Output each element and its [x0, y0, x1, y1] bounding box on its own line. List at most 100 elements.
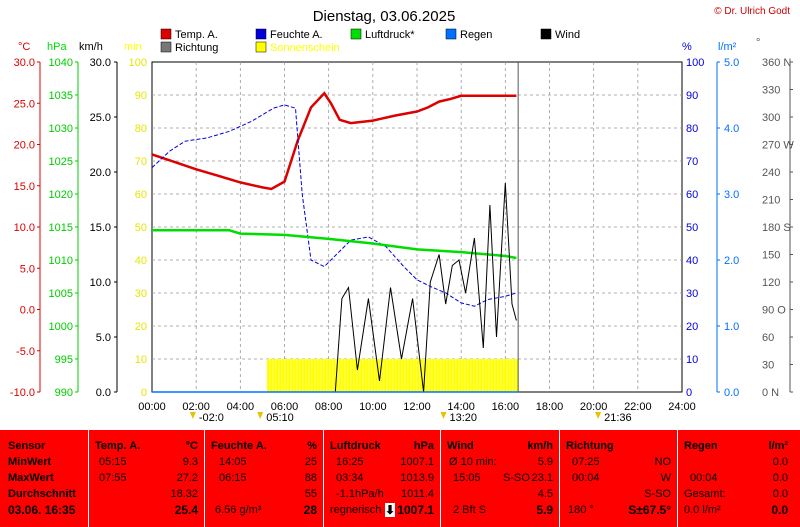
pressure-max: 1013.9 — [400, 472, 434, 484]
direction-tick: 120 — [762, 277, 780, 289]
humidity-tick: 0 — [686, 387, 692, 399]
copyright: © Dr. Ulrich Godt — [714, 6, 790, 17]
humidity-tick: 40 — [686, 255, 698, 267]
legend-label: Richtung — [175, 42, 218, 54]
x-tick-label: 06:00 — [271, 401, 299, 413]
direction-axis-unit: ° — [756, 37, 760, 49]
wind-tick: 0.0 — [96, 387, 111, 399]
wind-tick: 15.0 — [90, 222, 111, 234]
x-tick-label: 02:00 — [182, 401, 210, 413]
wind-tick: 25.0 — [90, 112, 111, 124]
stats-table: Sensor MinWert MaxWert Durchschnitt 03.0… — [0, 430, 800, 527]
temp-max: 27.2 — [176, 472, 198, 484]
pressure-tick: 995 — [55, 354, 73, 366]
direction-tick: 60 — [762, 332, 774, 344]
rain-column: Regen l/m² 0.0 00:04 0.0 Gesamt: 0.0 0.0 l/… — [678, 430, 800, 527]
legend-swatch — [255, 28, 267, 40]
sun-tick: 30 — [135, 288, 147, 300]
humidity-tick: 20 — [686, 321, 698, 333]
pressure-min-time: 16:25 — [336, 456, 364, 468]
direction-tick: 0 N — [762, 387, 779, 399]
pressure-tick: 1005 — [49, 288, 73, 300]
sun-tick: 100 — [129, 57, 147, 69]
humidity-tick: 60 — [686, 189, 698, 201]
x-tick-label: 24:00 — [668, 401, 696, 413]
noon-time-marker — [440, 412, 447, 419]
wind-line — [334, 182, 517, 393]
direction-min: NO — [654, 456, 672, 468]
legend-label: Temp. A. — [175, 29, 218, 41]
pressure-tick: 1030 — [49, 123, 73, 135]
legend-label: Sonnenschein — [270, 42, 340, 54]
pressure-unit: hPa — [413, 440, 434, 452]
pressure-tick: 1035 — [49, 90, 73, 102]
row-label-avg: Durchschnitt — [8, 488, 76, 500]
humidity-unit: % — [307, 440, 317, 452]
wind-header: Wind — [447, 440, 474, 452]
legend-label: Feuchte A. — [270, 29, 323, 41]
humidity-avg: 55 — [304, 488, 317, 500]
pressure-column: Luftdruck hPa 16:25 1007.1 03:34 1013.9 -1.… — [324, 430, 440, 527]
wind-axis-unit: km/h — [79, 41, 103, 53]
sun-tick: 60 — [135, 189, 147, 201]
sun-tick: 50 — [135, 222, 147, 234]
wind-current: 5.9 — [536, 503, 553, 517]
sunset-time-marker — [595, 412, 602, 419]
direction-tick: 180 S — [762, 222, 791, 234]
x-tick-label: 18:00 — [536, 401, 564, 413]
sun-tick: 80 — [135, 123, 147, 135]
direction-avg: S-SO — [644, 488, 671, 500]
temp-tick: -5.0 — [16, 346, 35, 358]
pressure-tick: 990 — [55, 387, 73, 399]
temp-tick: 30.0 — [14, 57, 35, 69]
pressure-avg: 1011.4 — [401, 488, 434, 500]
humidity-axis-unit: % — [682, 41, 692, 53]
moon-time-marker — [189, 412, 196, 419]
wind-avg: 4.5 — [537, 488, 553, 500]
wind-unit: km/h — [527, 440, 553, 452]
x-tick-label: 22:00 — [624, 401, 652, 413]
wind-max-time: 15:05 — [453, 472, 481, 484]
pressure-tick: 1040 — [49, 57, 73, 69]
sensor-column: Sensor MinWert MaxWert Durchschnitt 03.0… — [0, 430, 88, 527]
sun-tick: 20 — [135, 321, 147, 333]
wind-tick: 5.0 — [96, 332, 111, 344]
legend-swatch — [540, 28, 552, 40]
sun-axis-unit: min — [124, 41, 142, 53]
legend-label: Luftdruck* — [365, 29, 415, 41]
rain-tick: 2.0 — [724, 255, 739, 267]
wind-column: Wind km/h Ø 10 min: 5.9 15:05 S-SO 23.1 4.5 … — [441, 430, 559, 527]
legend-label: Wind — [555, 29, 580, 41]
x-tick-label: 16:00 — [492, 401, 520, 413]
humidity-tick: 70 — [686, 156, 698, 168]
rain-total: 0.0 — [772, 488, 788, 500]
legend-swatch — [350, 28, 362, 40]
pressure-tick: 1010 — [49, 255, 73, 267]
x-tick-label: 00:00 — [138, 401, 166, 413]
wind-avg10-label: Ø 10 min: — [449, 456, 497, 468]
rain-min: 0.0 — [772, 456, 788, 468]
moon-time: -02:0 — [199, 412, 224, 424]
direction-tick: 90 O — [762, 305, 786, 317]
rain-current-label: 0.0 l/m² — [684, 504, 721, 516]
legend-swatch — [255, 41, 267, 53]
pressure-max-time: 03:34 — [336, 472, 364, 484]
wind-tick: 20.0 — [90, 167, 111, 179]
direction-degrees: 180 ° — [568, 504, 594, 516]
temp-avg: 18.32 — [170, 488, 198, 500]
pressure-tick: 1025 — [49, 156, 73, 168]
legend-label: Regen — [460, 29, 492, 41]
temp-tick: -10.0 — [10, 387, 35, 399]
humidity-max-time: 06:15 — [219, 472, 247, 484]
temp-tick: 5.0 — [20, 263, 35, 275]
pressure-trend: -1.1hPa/h — [336, 488, 384, 500]
sun-tick: 0 — [141, 387, 147, 399]
temp-tick: 15.0 — [14, 181, 35, 193]
humidity-tick: 10 — [686, 354, 698, 366]
noon-time: 13:20 — [450, 412, 478, 424]
direction-tick: 360 N — [762, 57, 791, 69]
direction-tick: 150 — [762, 250, 780, 262]
plot-area — [151, 61, 683, 393]
direction-tick: 300 — [762, 112, 780, 124]
direction-tick: 330 — [762, 85, 780, 97]
